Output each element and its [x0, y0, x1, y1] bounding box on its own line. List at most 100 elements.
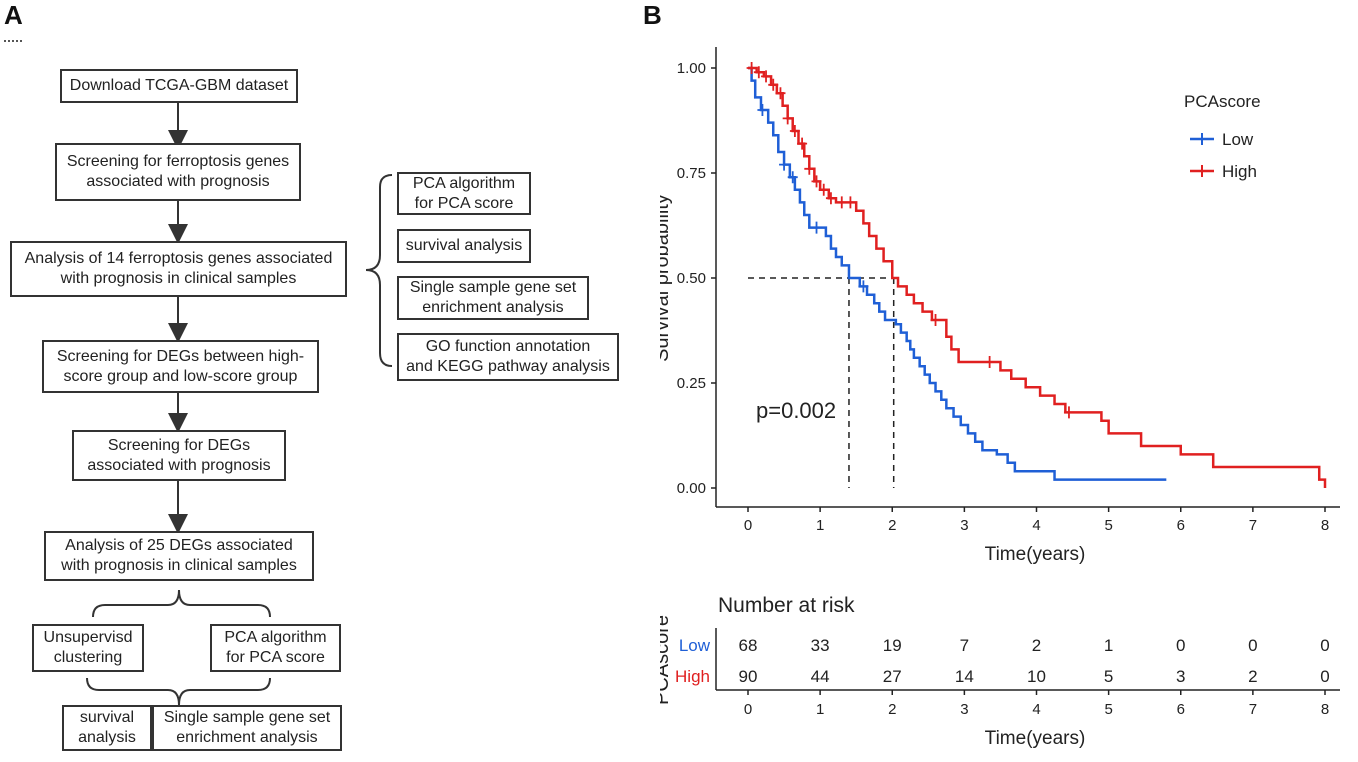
censor-mark-high-11: [825, 192, 836, 205]
x-tick-label-0: 0: [744, 517, 752, 534]
flow-step-deg-screening-groups: Screening for DEGs between high- score g…: [42, 340, 319, 393]
legend-label-high: High: [1222, 162, 1257, 181]
censor-marks: [746, 62, 1074, 419]
censor-mark-high-9: [811, 175, 822, 188]
merge-brace: [86, 677, 271, 706]
risk-table: Number at risk PCAscore Low 68 33 19 7 2 1 0 0 0H…: [660, 594, 1340, 749]
censor-mark-high-16: [1063, 406, 1074, 419]
x-axis-title: Time(years): [985, 544, 1086, 565]
risk-x-tick-label-2: 2: [888, 701, 896, 718]
risk-cell-low-2: 19: [883, 636, 902, 655]
risk-table-ylabel: PCAscore: [660, 615, 673, 705]
risk-x-tick-label-6: 6: [1177, 701, 1185, 718]
side-step-go-kegg: GO function annotation and KEGG pathway …: [397, 333, 619, 381]
risk-cell-low-8: 0: [1320, 636, 1329, 655]
risk-x-tick-label-5: 5: [1104, 701, 1112, 718]
censor-mark-low-4: [858, 280, 869, 293]
risk-x-tick-label-4: 4: [1032, 701, 1040, 718]
x-tick-label-2: 2: [888, 517, 896, 534]
risk-cell-low-1: 33: [811, 636, 830, 655]
y-axis-title: Survival probability: [660, 194, 673, 362]
km-chart: Survival probability 0.00 0.25 0.50 0.75 1.0…: [660, 47, 1340, 749]
x-axis: 0 1 2 3 4 5 6 7 8: [744, 507, 1329, 534]
y-tick-label-1: 0.25: [677, 375, 706, 392]
legend-label-low: Low: [1222, 130, 1254, 149]
survival-curve-high: [748, 66, 1327, 488]
risk-cell-high-8: 0: [1320, 667, 1329, 686]
x-tick-label-5: 5: [1104, 517, 1112, 534]
split-brace: [92, 589, 271, 618]
side-step-survival: survival analysis: [397, 229, 531, 263]
panel-a-label-remnant: [4, 40, 22, 45]
risk-cell-high-5: 5: [1104, 667, 1113, 686]
risk-table-x-axis-ticks: 0 1 2 3 4 5 6 7 8: [744, 690, 1329, 718]
censor-mark-high-5: [782, 112, 793, 125]
risk-x-tick-label-0: 0: [744, 701, 752, 718]
y-tick-label-3: 0.75: [677, 165, 706, 182]
risk-cell-high-4: 10: [1027, 667, 1046, 686]
flow-step-ferroptosis-screening: Screening for ferroptosis genes associat…: [55, 143, 301, 201]
censor-mark-high-6: [789, 125, 800, 137]
censor-mark-high-8: [804, 162, 815, 175]
censor-mark-high-12: [836, 196, 847, 209]
x-tick-label-4: 4: [1032, 517, 1040, 534]
censor-mark-high-7: [797, 137, 808, 150]
risk-cell-low-3: 7: [960, 636, 969, 655]
risk-cell-high-1: 44: [811, 667, 830, 686]
censor-mark-high-4: [775, 87, 786, 100]
risk-cell-low-7: 0: [1248, 636, 1257, 655]
risk-cell-low-6: 0: [1176, 636, 1185, 655]
final-step-ssgsea: Single sample gene set enrichment analys…: [152, 705, 342, 751]
risk-cell-high-0: 90: [739, 667, 758, 686]
censor-mark-high-1: [753, 66, 764, 79]
x-tick-label-6: 6: [1177, 517, 1185, 534]
censor-mark-low-0: [757, 104, 768, 116]
risk-cell-low-0: 68: [739, 636, 758, 655]
risk-cell-low-5: 1: [1104, 636, 1113, 655]
panel-a-label: A: [4, 0, 23, 30]
flow-step-download: Download TCGA-GBM dataset: [60, 69, 298, 103]
flow-step-deg-prognosis: Screening for DEGs associated with progn…: [72, 430, 286, 481]
risk-table-title: Number at risk: [718, 594, 855, 617]
censor-mark-low-2: [787, 171, 798, 184]
censor-mark-high-15: [984, 356, 995, 368]
legend-title: PCAscore: [1184, 92, 1261, 111]
side-step-ssgsea: Single sample gene set enrichment analys…: [397, 276, 589, 320]
panel-b-label: B: [643, 0, 662, 30]
side-brace: [365, 174, 393, 367]
branch-step-clustering: Unsupervisd clustering: [32, 624, 144, 672]
x-tick-label-1: 1: [816, 517, 824, 534]
censor-mark-low-3: [811, 221, 822, 234]
censor-mark-low-1: [779, 158, 790, 171]
censor-mark-high-0: [746, 62, 757, 74]
risk-cell-low-4: 2: [1032, 636, 1041, 655]
x-tick-label-8: 8: [1321, 517, 1329, 534]
y-tick-label-2: 0.50: [677, 270, 706, 287]
censor-mark-high-2: [761, 70, 772, 83]
flow-step-14-genes-analysis: Analysis of 14 ferroptosis genes associa…: [10, 241, 347, 297]
x-tick-label-3: 3: [960, 517, 968, 534]
risk-cell-high-7: 2: [1248, 667, 1257, 686]
censor-mark-high-14: [930, 314, 941, 326]
branch-step-pca: PCA algorithm for PCA score: [210, 624, 341, 672]
risk-cell-high-3: 14: [955, 667, 974, 686]
p-value-annotation: p=0.002: [756, 398, 836, 423]
x-tick-label-7: 7: [1249, 517, 1257, 534]
flow-step-25-degs-analysis: Analysis of 25 DEGs associated with prog…: [44, 531, 314, 581]
risk-x-tick-label-1: 1: [816, 701, 824, 718]
censor-mark-high-13: [845, 196, 856, 209]
y-tick-label-4: 1.00: [677, 60, 706, 77]
y-tick-label-0: 0.00: [677, 480, 706, 497]
censor-mark-high-3: [768, 78, 779, 91]
risk-cell-high-6: 3: [1176, 667, 1185, 686]
side-step-pca: PCA algorithm for PCA score: [397, 172, 531, 215]
final-step-survival: survival analysis: [62, 705, 152, 751]
risk-x-tick-label-8: 8: [1321, 701, 1329, 718]
legend: PCAscore Low High: [1184, 92, 1261, 181]
risk-cell-high-2: 27: [883, 667, 902, 686]
y-axis: 0.00 0.25 0.50 0.75 1.00: [677, 60, 716, 497]
censor-mark-high-10: [818, 183, 829, 196]
risk-x-tick-label-3: 3: [960, 701, 968, 718]
risk-x-tick-label-7: 7: [1249, 701, 1257, 718]
